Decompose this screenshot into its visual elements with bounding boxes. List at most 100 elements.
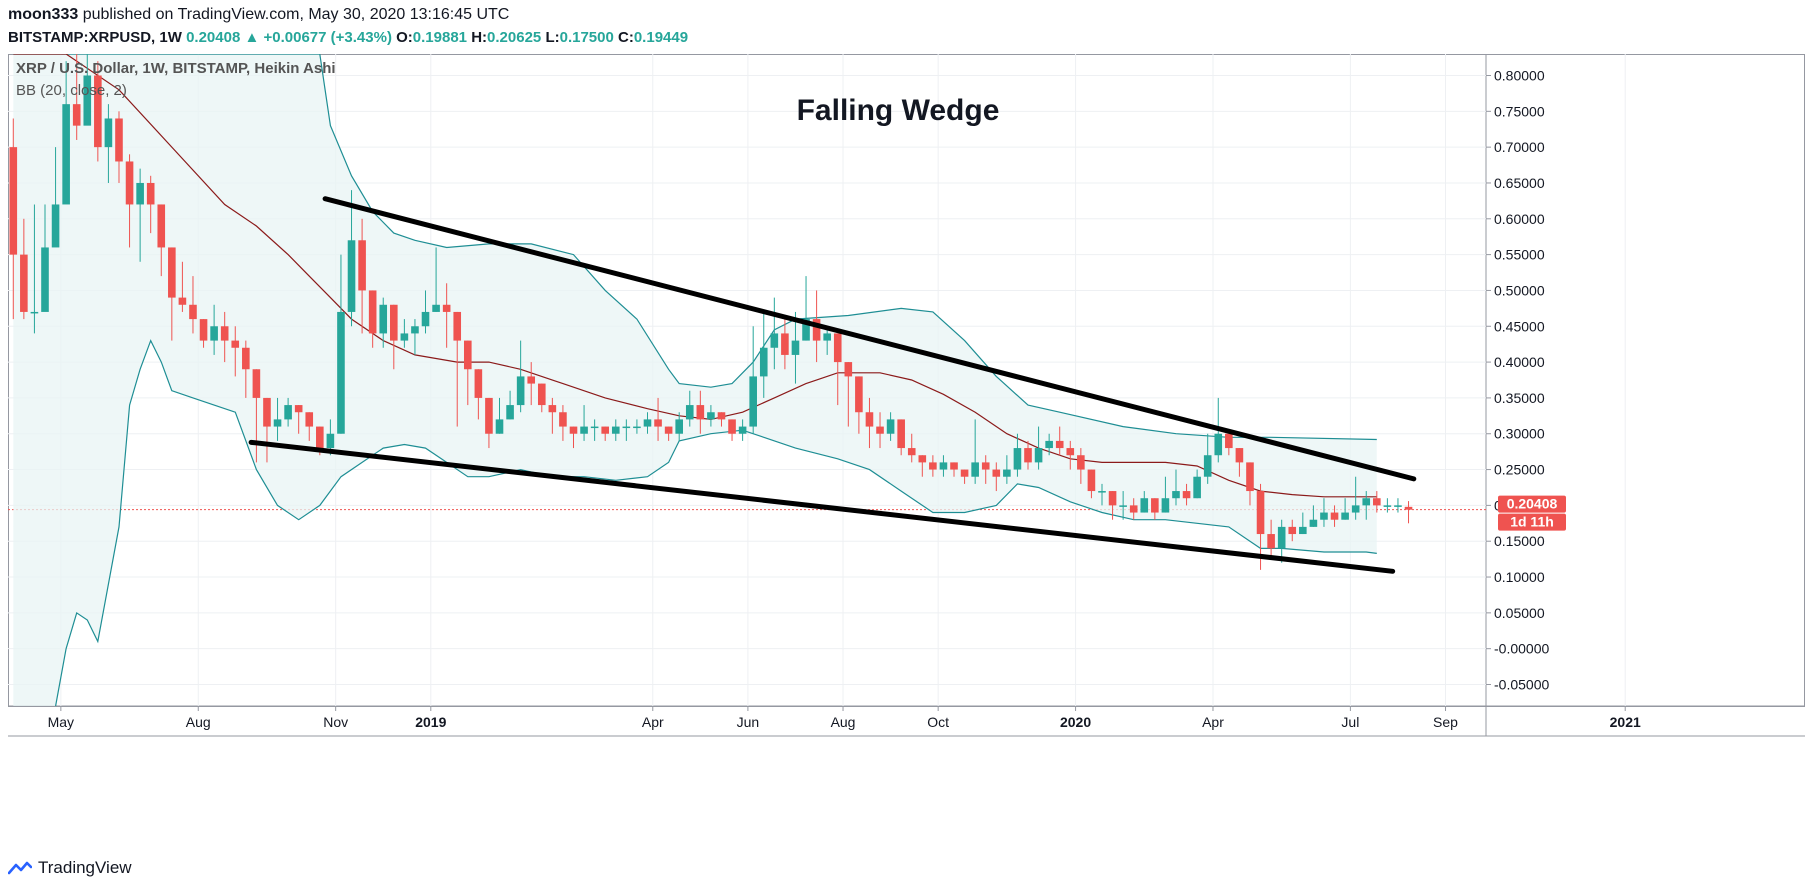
candle[interactable] xyxy=(421,290,430,334)
candle[interactable] xyxy=(1362,491,1371,520)
candle[interactable] xyxy=(1225,433,1233,456)
candle[interactable] xyxy=(1098,483,1106,506)
candle[interactable] xyxy=(453,311,462,427)
candle[interactable] xyxy=(210,304,218,355)
candle[interactable] xyxy=(115,111,123,183)
candle[interactable] xyxy=(178,261,187,312)
chart-svg[interactable]: 0.80000 0.75000 0.70000 0.65000 0.60000 0.550… xyxy=(8,53,1805,848)
candle[interactable] xyxy=(939,455,948,477)
candle[interactable] xyxy=(104,104,113,183)
candle[interactable] xyxy=(1320,498,1328,527)
candle[interactable] xyxy=(368,290,377,348)
chart-area[interactable]: 0.80000 0.75000 0.70000 0.65000 0.60000 0.550… xyxy=(8,53,1805,848)
candle[interactable] xyxy=(220,311,229,363)
candle[interactable] xyxy=(1172,469,1180,506)
candle[interactable] xyxy=(527,362,536,406)
candle[interactable] xyxy=(1235,448,1244,477)
candle[interactable] xyxy=(83,54,92,126)
candle[interactable] xyxy=(94,61,102,162)
candle[interactable] xyxy=(781,319,789,370)
candle[interactable] xyxy=(728,419,736,441)
candle[interactable] xyxy=(495,397,504,434)
candle[interactable] xyxy=(960,469,969,484)
candle[interactable] xyxy=(1045,433,1053,456)
candle[interactable] xyxy=(9,118,18,320)
candle[interactable] xyxy=(1182,483,1191,506)
candle[interactable] xyxy=(918,455,927,477)
candle[interactable] xyxy=(273,397,282,441)
candle[interactable] xyxy=(337,254,345,434)
candle[interactable] xyxy=(51,147,60,248)
candle[interactable] xyxy=(865,397,874,449)
candle[interactable] xyxy=(685,390,694,427)
candle[interactable] xyxy=(559,405,567,441)
candle[interactable] xyxy=(611,419,620,441)
candle[interactable] xyxy=(929,455,937,477)
candle[interactable] xyxy=(231,326,240,377)
candle[interactable] xyxy=(738,419,747,441)
candle[interactable] xyxy=(907,433,916,463)
candle[interactable] xyxy=(189,276,197,334)
candle[interactable] xyxy=(168,247,176,341)
candle[interactable] xyxy=(1193,469,1201,499)
candle[interactable] xyxy=(855,376,863,434)
candle[interactable] xyxy=(1077,448,1085,484)
candle[interactable] xyxy=(590,419,599,441)
candle[interactable] xyxy=(1267,519,1275,556)
candle[interactable] xyxy=(791,311,800,384)
candle[interactable] xyxy=(664,426,673,441)
candle[interactable] xyxy=(1108,491,1117,520)
candle[interactable] xyxy=(950,462,958,477)
candle[interactable] xyxy=(347,190,356,327)
candle[interactable] xyxy=(707,405,715,427)
candle[interactable] xyxy=(1140,491,1149,513)
candle[interactable] xyxy=(463,340,472,406)
candle[interactable] xyxy=(1309,505,1318,527)
candle[interactable] xyxy=(749,326,757,434)
candle[interactable] xyxy=(1203,433,1212,484)
candle[interactable] xyxy=(717,412,726,427)
candle[interactable] xyxy=(1151,498,1159,520)
candle[interactable] xyxy=(125,154,134,248)
candle[interactable] xyxy=(516,340,525,413)
candle[interactable] xyxy=(633,419,641,434)
candle[interactable] xyxy=(20,218,28,320)
author-name[interactable]: moon333 xyxy=(8,6,79,23)
candle[interactable] xyxy=(400,319,409,348)
candle[interactable] xyxy=(759,311,768,398)
candle[interactable] xyxy=(897,419,905,456)
candle[interactable] xyxy=(802,276,810,341)
candle[interactable] xyxy=(770,297,779,370)
candle[interactable] xyxy=(72,54,81,140)
candle[interactable] xyxy=(252,369,261,463)
candle[interactable] xyxy=(569,426,578,449)
candle[interactable] xyxy=(506,390,514,420)
candle[interactable] xyxy=(263,397,271,463)
candle[interactable] xyxy=(1246,462,1254,506)
candle[interactable] xyxy=(1351,476,1360,520)
candle[interactable] xyxy=(358,218,366,334)
candle[interactable] xyxy=(696,390,705,434)
candle[interactable] xyxy=(30,204,39,334)
candle[interactable] xyxy=(580,405,588,441)
candle[interactable] xyxy=(1034,426,1043,470)
candle[interactable] xyxy=(432,247,440,312)
candle[interactable] xyxy=(1288,519,1297,542)
candle[interactable] xyxy=(1119,491,1127,520)
candle[interactable] xyxy=(411,319,419,355)
candle[interactable] xyxy=(1055,426,1064,456)
candle[interactable] xyxy=(1373,491,1381,513)
candle[interactable] xyxy=(157,204,166,277)
candle[interactable] xyxy=(136,168,144,262)
candle[interactable] xyxy=(41,204,49,312)
candle[interactable] xyxy=(305,412,314,441)
candle[interactable] xyxy=(474,369,483,420)
candle[interactable] xyxy=(62,61,70,205)
candle[interactable] xyxy=(1277,519,1286,563)
candle[interactable] xyxy=(537,383,546,413)
candle[interactable] xyxy=(675,412,683,441)
candle[interactable] xyxy=(548,397,557,434)
tradingview-logo-icon[interactable] xyxy=(8,860,32,876)
candle[interactable] xyxy=(622,419,631,441)
time-axis[interactable]: May Aug Nov 2019 Apr Jun Aug Oct 2020 Apr Jul Sep 20… xyxy=(48,706,1641,730)
